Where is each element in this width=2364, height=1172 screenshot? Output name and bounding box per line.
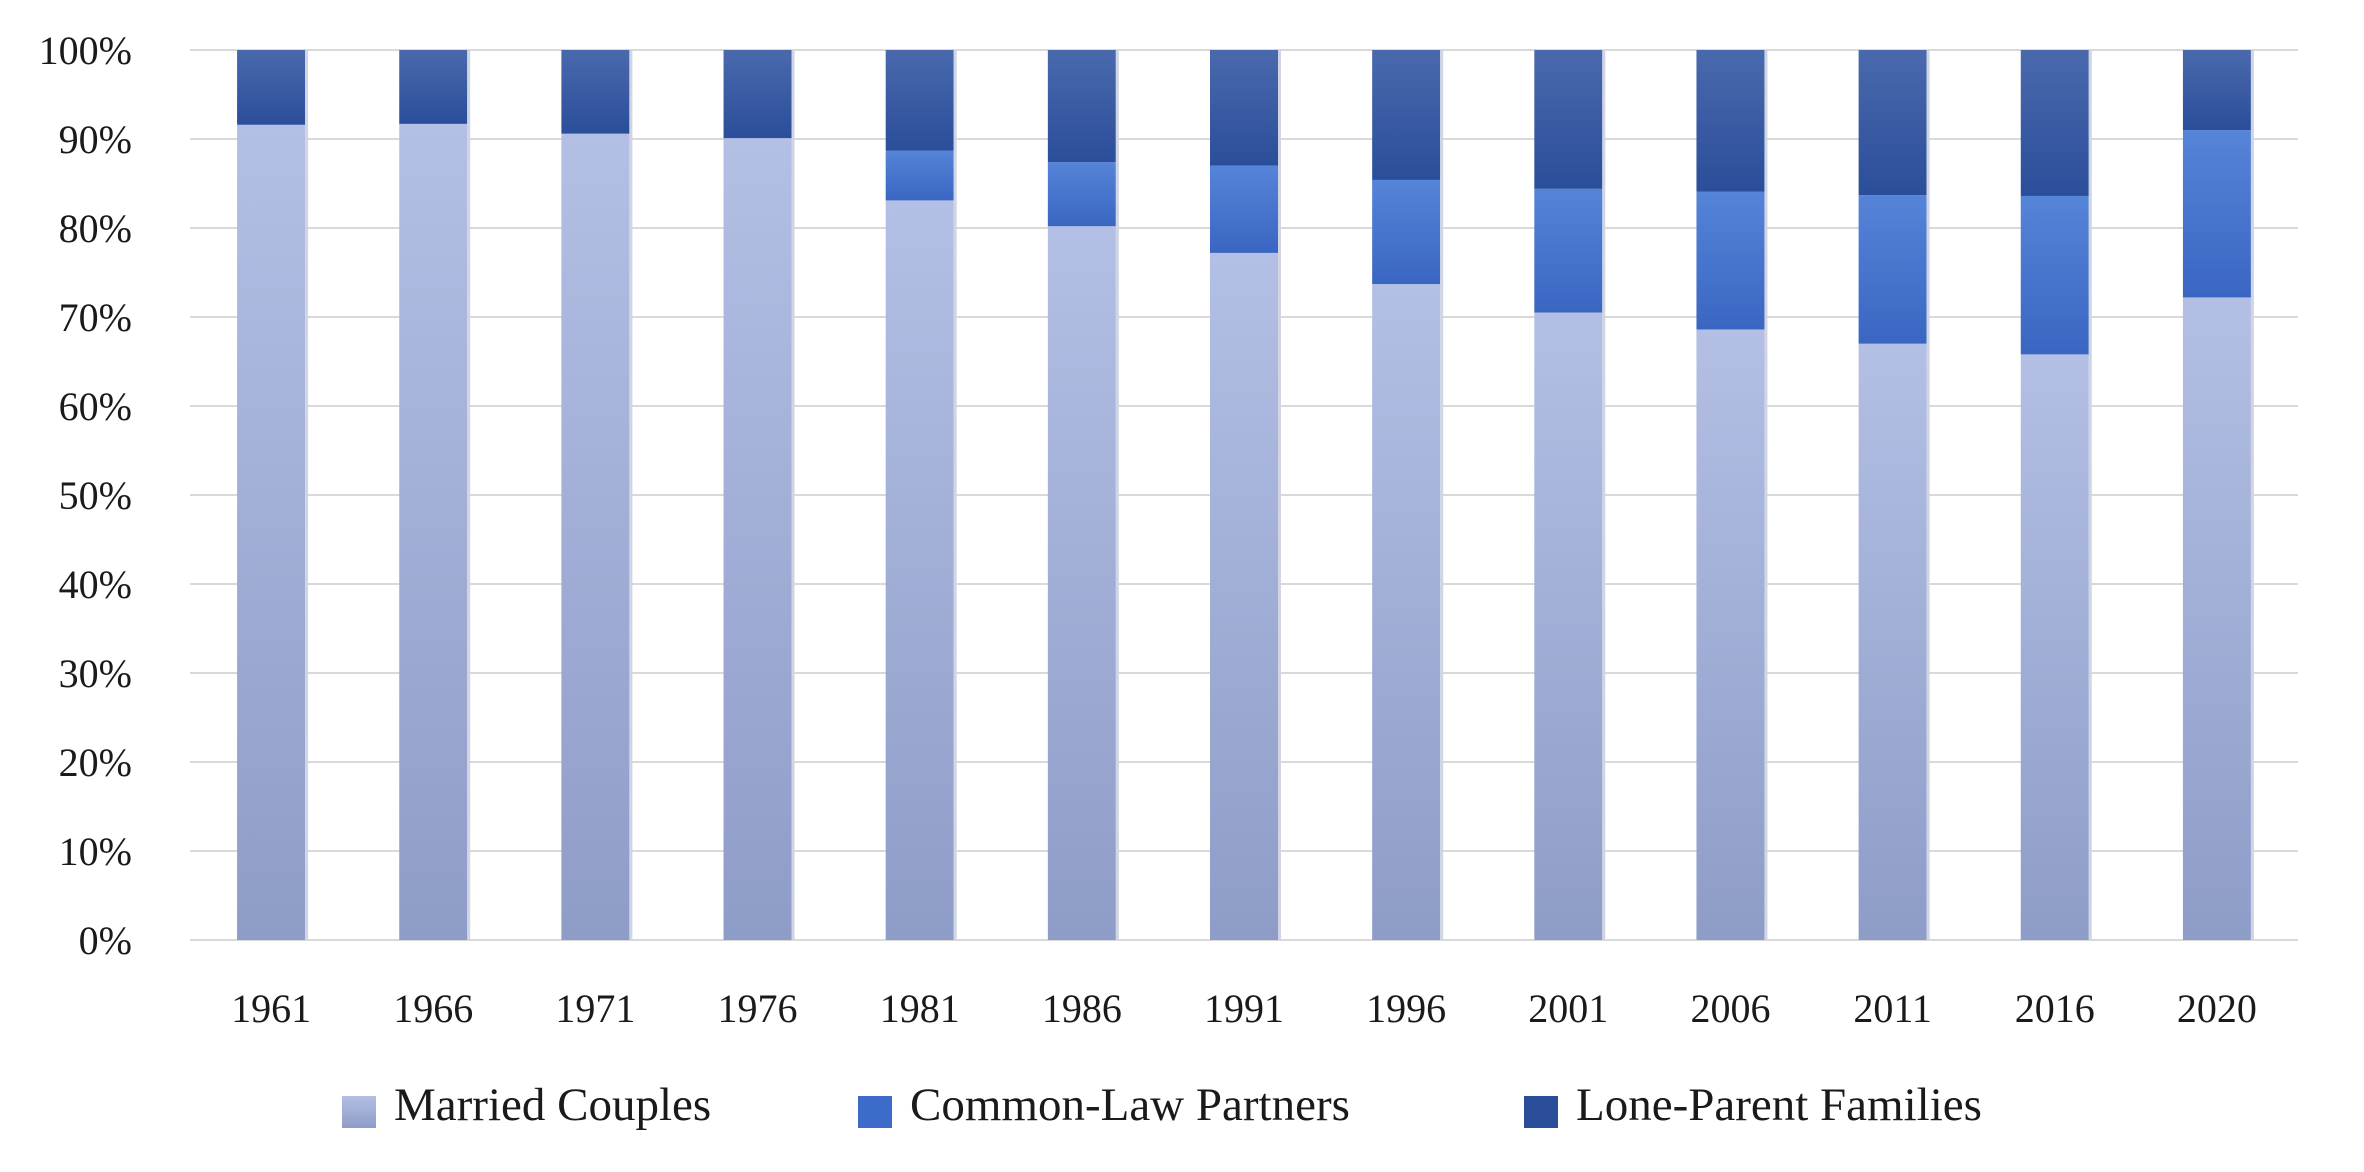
legend-label: Common-Law Partners (910, 1079, 1350, 1131)
bar-shadow (1115, 50, 1119, 940)
bar-segment-married-couples-1966 (399, 123, 468, 941)
bar-segment-lone-parent-families-2001 (1534, 50, 1603, 189)
bar-stack-1966 (399, 50, 471, 941)
bar-shadow (2250, 50, 2254, 940)
legend-item-married-couples: Married Couples (342, 1079, 711, 1131)
legend: Married Couples Common-Law Partners Lone-P… (342, 1079, 1982, 1131)
bar-segment-married-couples-2020 (2182, 297, 2251, 940)
legend-label: Married Couples (394, 1079, 711, 1131)
x-tick-label: 2011 (1853, 986, 1932, 1031)
bar-segment-married-couples-1971 (561, 133, 630, 940)
y-tick-label: 10% (59, 829, 132, 874)
y-tick-label: 80% (59, 206, 132, 251)
bar-shadow (1926, 50, 1930, 940)
bar-stack-1991 (1210, 50, 1281, 941)
legend-item-lone-parent-families: Lone-Parent Families (1524, 1079, 1982, 1131)
bar-segment-lone-parent-families-2006 (1696, 50, 1765, 192)
x-tick-label: 1966 (393, 986, 473, 1031)
legend-swatch (858, 1096, 892, 1128)
bar-segment-lone-parent-families-2020 (2182, 50, 2251, 131)
x-tick-label: 1976 (718, 986, 798, 1031)
bar-segment-lone-parent-families-1996 (1372, 50, 1441, 180)
y-tick-label: 60% (59, 384, 132, 429)
bar-shadow (791, 50, 795, 940)
bar-shadow (467, 50, 471, 940)
bar-stack-1961 (237, 50, 309, 940)
bar-segment-common-law-partners-1981 (885, 150, 954, 201)
bar-stack-2001 (1534, 50, 1606, 940)
bar-segment-lone-parent-families-1961 (237, 50, 306, 125)
bar-stack-1971 (561, 50, 633, 940)
x-tick-label: 1986 (1042, 986, 1122, 1031)
legend-item-common-law-partners: Common-Law Partners (858, 1079, 1350, 1131)
y-tick-label: 70% (59, 295, 132, 340)
bar-segment-married-couples-1976 (723, 138, 792, 941)
y-tick-label: 20% (59, 740, 132, 785)
bar-segment-married-couples-2011 (1858, 343, 1927, 940)
bar-segment-common-law-partners-2020 (2182, 130, 2251, 298)
bar-stack-1986 (1047, 50, 1119, 941)
bar-stack-1976 (723, 50, 795, 941)
bar-segment-lone-parent-families-2016 (2020, 50, 2089, 196)
bar-stack-2011 (1858, 50, 1930, 940)
y-axis-tick-labels: 0% 10% 20% 30% 40% 50% 60% 70% 80% 90% 100% (39, 28, 132, 963)
bar-shadow (1602, 50, 1606, 940)
bar-segment-common-law-partners-1986 (1047, 162, 1116, 227)
bar-shadow (1764, 50, 1768, 940)
bar-shadow (1278, 50, 1281, 940)
bar-shadow (629, 50, 633, 940)
x-tick-label: 1981 (880, 986, 960, 1031)
bar-stack-2016 (2020, 50, 2092, 940)
bar-segment-lone-parent-families-1971 (561, 50, 630, 134)
bar-segment-married-couples-1996 (1372, 284, 1441, 940)
bar-stack-2020 (2182, 50, 2254, 940)
bars (237, 50, 2254, 941)
bar-segment-common-law-partners-2016 (2020, 195, 2089, 355)
y-tick-label: 40% (59, 562, 132, 607)
x-tick-label: 1971 (555, 986, 635, 1031)
x-tick-label: 2006 (1690, 986, 1770, 1031)
x-tick-label: 1961 (231, 986, 311, 1031)
bar-segment-lone-parent-families-1981 (885, 50, 954, 151)
bar-stack-1996 (1372, 50, 1444, 940)
x-tick-label: 1996 (1366, 986, 1446, 1031)
bar-shadow (953, 50, 957, 940)
bar-shadow (305, 50, 309, 940)
bar-segment-married-couples-1961 (237, 124, 306, 940)
bar-segment-common-law-partners-2006 (1696, 191, 1765, 330)
bar-segment-married-couples-1986 (1047, 226, 1116, 941)
x-axis-tick-labels: 1961 1966 1971 1976 1981 1986 1991 1996 2001 2006… (231, 986, 2257, 1031)
legend-label: Lone-Parent Families (1576, 1079, 1982, 1131)
bar-segment-lone-parent-families-1966 (399, 50, 468, 124)
bar-segment-married-couples-1991 (1210, 252, 1278, 941)
y-tick-label: 30% (59, 651, 132, 696)
bar-segment-married-couples-1981 (885, 200, 954, 940)
bar-segment-common-law-partners-2001 (1534, 188, 1603, 313)
y-tick-label: 100% (39, 28, 132, 73)
x-tick-label: 2001 (1528, 986, 1608, 1031)
bar-stack-2006 (1696, 50, 1768, 941)
bar-segment-common-law-partners-1996 (1372, 179, 1441, 285)
x-tick-label: 1991 (1204, 986, 1284, 1031)
bar-stack-1981 (885, 50, 957, 940)
legend-swatch (342, 1096, 376, 1128)
x-tick-label: 2016 (2015, 986, 2095, 1031)
bar-segment-married-couples-2016 (2020, 354, 2089, 940)
y-tick-label: 0% (79, 918, 132, 963)
bar-shadow (2088, 50, 2092, 940)
bar-segment-lone-parent-families-1991 (1210, 50, 1278, 166)
bar-segment-married-couples-2006 (1696, 329, 1765, 941)
y-tick-label: 90% (59, 117, 132, 162)
bar-segment-lone-parent-families-1976 (723, 50, 792, 139)
bar-shadow (1440, 50, 1444, 940)
y-tick-label: 50% (59, 473, 132, 518)
bar-segment-common-law-partners-1991 (1210, 165, 1278, 253)
x-tick-label: 2020 (2177, 986, 2257, 1031)
bar-segment-married-couples-2001 (1534, 312, 1603, 940)
bar-segment-lone-parent-families-2011 (1858, 50, 1927, 196)
bar-segment-common-law-partners-2011 (1858, 195, 1927, 344)
bar-segment-lone-parent-families-1986 (1047, 50, 1116, 163)
legend-swatch (1524, 1096, 1558, 1128)
